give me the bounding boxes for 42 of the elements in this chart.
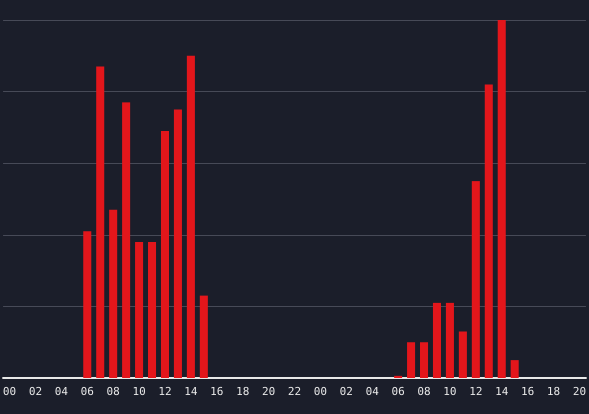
x-tick-label: 00 xyxy=(314,385,328,398)
x-tick-label: 14 xyxy=(495,385,509,398)
bar xyxy=(174,110,182,378)
bar xyxy=(148,242,156,378)
x-tick-label: 04 xyxy=(366,385,380,398)
x-tick-label: 22 xyxy=(288,385,302,398)
x-tick-label: 12 xyxy=(158,385,172,398)
x-tick-label: 12 xyxy=(469,385,482,398)
x-tick-label: 18 xyxy=(236,385,250,398)
bar xyxy=(484,84,493,378)
bar xyxy=(109,210,118,378)
bar xyxy=(122,102,130,378)
bar xyxy=(420,342,428,378)
x-tick-label: 18 xyxy=(546,385,560,398)
bar xyxy=(407,342,416,378)
x-tick-label: 06 xyxy=(391,385,405,398)
x-tick-label: 20 xyxy=(572,385,586,398)
bar xyxy=(135,242,144,378)
x-tick-label: 10 xyxy=(132,385,146,398)
x-tick-label: 02 xyxy=(28,385,42,398)
bar xyxy=(432,302,441,378)
x-tick-label: 14 xyxy=(184,385,198,398)
bar xyxy=(472,181,480,378)
x-tick-label: 16 xyxy=(521,385,534,398)
bar xyxy=(510,360,519,378)
x-tick-label: 00 xyxy=(2,385,16,398)
x-tick-label: 16 xyxy=(210,385,224,398)
bar xyxy=(186,56,195,378)
x-tick-label: 08 xyxy=(417,385,431,398)
x-tick-label: 10 xyxy=(443,385,457,398)
x-tick-label: 06 xyxy=(80,385,94,398)
x-tick-label: 08 xyxy=(106,385,120,398)
bar xyxy=(160,130,169,378)
bar xyxy=(200,296,208,378)
x-tick-label: 20 xyxy=(262,385,276,398)
x-tick-label: 02 xyxy=(340,385,353,398)
bar xyxy=(446,302,454,378)
x-tick-label: 04 xyxy=(54,385,68,398)
bar xyxy=(498,20,506,378)
bar xyxy=(83,231,92,378)
bar xyxy=(96,66,104,378)
bar xyxy=(458,331,467,378)
